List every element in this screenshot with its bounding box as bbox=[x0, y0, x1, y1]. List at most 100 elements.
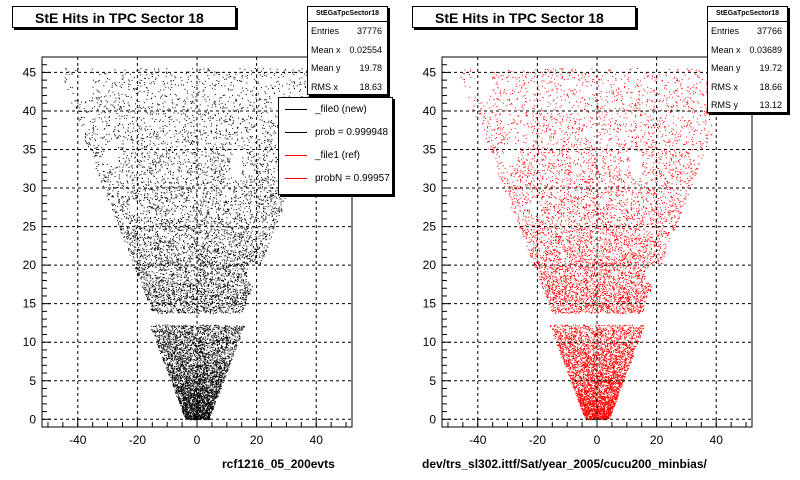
left-hit-point bbox=[299, 90, 301, 92]
left-hit-point bbox=[262, 200, 264, 202]
left-hit-point bbox=[139, 79, 141, 81]
left-hit-point bbox=[221, 280, 222, 281]
left-hit-point bbox=[64, 80, 66, 82]
left-hit-point bbox=[171, 231, 173, 233]
left-hit-point bbox=[199, 356, 201, 358]
left-hit-point bbox=[219, 293, 221, 295]
left-hit-point bbox=[131, 164, 133, 166]
left-hit-point bbox=[184, 333, 186, 335]
left-hit-point bbox=[141, 205, 143, 207]
left-hit-point bbox=[168, 370, 170, 372]
left-hit-point bbox=[193, 209, 195, 211]
left-hit-point bbox=[192, 101, 193, 103]
left-hit-point bbox=[238, 214, 240, 216]
left-hit-point bbox=[248, 115, 249, 117]
left-hit-point bbox=[217, 289, 219, 291]
left-hit-point bbox=[257, 246, 259, 248]
left-hit-point bbox=[185, 381, 187, 383]
left-hit-point bbox=[255, 251, 257, 253]
left-hit-point bbox=[242, 281, 244, 283]
left-hit-point bbox=[160, 280, 162, 282]
left-hit-point bbox=[141, 181, 143, 183]
left-hit-point bbox=[128, 111, 130, 113]
left-hit-point bbox=[242, 249, 244, 251]
left-hit-point bbox=[256, 252, 258, 253]
left-hit-point bbox=[159, 160, 161, 162]
left-hit-point bbox=[157, 204, 159, 206]
left-hit-point bbox=[188, 191, 190, 193]
left-hit-point bbox=[78, 120, 80, 122]
left-hit-point bbox=[245, 301, 246, 303]
left-hit-point bbox=[179, 311, 181, 313]
left-hit-point bbox=[191, 326, 193, 328]
left-hit-point bbox=[179, 273, 181, 275]
left-hit-point bbox=[196, 377, 198, 379]
left-hit-point bbox=[206, 301, 208, 303]
left-hit-point bbox=[212, 329, 214, 331]
left-hit-point bbox=[185, 101, 187, 103]
left-hit-point bbox=[139, 199, 141, 201]
left-hit-point bbox=[161, 302, 163, 304]
left-hit-point bbox=[199, 104, 201, 106]
left-hit-point bbox=[133, 193, 135, 195]
left-hit-point bbox=[224, 164, 225, 166]
left-hit-point bbox=[187, 338, 189, 340]
left-hit-point bbox=[107, 124, 109, 126]
left-hit-point bbox=[233, 111, 235, 113]
left-hit-point bbox=[184, 370, 186, 372]
left-hit-point bbox=[137, 85, 139, 86]
left-hit-point bbox=[256, 107, 258, 109]
left-hit-point bbox=[220, 332, 222, 334]
left-hit-point bbox=[243, 140, 245, 142]
left-hit-point bbox=[165, 343, 167, 345]
left-hit-point bbox=[212, 382, 214, 384]
left-hit-point bbox=[238, 258, 240, 260]
left-hit-point bbox=[137, 134, 139, 135]
left-hit-point bbox=[148, 156, 150, 158]
left-hit-point bbox=[83, 117, 85, 118]
left-hit-point bbox=[161, 330, 163, 332]
left-hit-point bbox=[168, 171, 169, 173]
left-hit-point bbox=[246, 251, 248, 253]
left-hit-point bbox=[145, 242, 147, 244]
left-hit-point bbox=[232, 242, 234, 244]
left-hit-point bbox=[198, 157, 200, 159]
left-hit-point bbox=[114, 176, 116, 177]
left-hit-point bbox=[189, 172, 191, 174]
left-hit-point bbox=[214, 401, 216, 403]
left-hit-point bbox=[197, 105, 199, 107]
left-hit-point bbox=[166, 200, 168, 202]
left-hit-point bbox=[182, 284, 184, 286]
left-hit-point bbox=[270, 179, 272, 180]
left-hit-point bbox=[218, 340, 220, 342]
left-hit-point bbox=[197, 237, 199, 239]
left-hit-point bbox=[140, 218, 142, 220]
left-hit-point bbox=[207, 352, 209, 354]
left-hit-point bbox=[274, 181, 276, 183]
left-hit-point bbox=[200, 393, 202, 395]
left-hit-point bbox=[192, 327, 194, 329]
left-hit-point bbox=[258, 99, 260, 101]
left-hit-point bbox=[147, 275, 149, 277]
left-hit-point bbox=[227, 208, 229, 210]
left-hit-point bbox=[168, 333, 170, 335]
left-hit-point bbox=[215, 105, 217, 107]
left-hit-point bbox=[276, 221, 278, 223]
left-hit-point bbox=[97, 161, 99, 163]
left-hit-point bbox=[143, 273, 145, 275]
left-hit-point bbox=[149, 172, 151, 174]
left-hit-point bbox=[191, 348, 193, 350]
left-hit-point bbox=[235, 234, 237, 235]
left-hit-point bbox=[165, 342, 167, 344]
left-hit-point bbox=[167, 332, 169, 334]
left-hit-point bbox=[151, 147, 153, 149]
left-hit-point bbox=[203, 132, 205, 134]
left-hit-point bbox=[104, 116, 106, 118]
left-hit-point bbox=[138, 69, 140, 71]
left-hit-point bbox=[206, 334, 208, 336]
left-hit-point bbox=[140, 213, 142, 214]
left-hit-point bbox=[185, 197, 187, 199]
left-hit-point bbox=[272, 226, 274, 228]
left-hit-point bbox=[169, 338, 171, 340]
left-hit-point bbox=[183, 342, 185, 344]
